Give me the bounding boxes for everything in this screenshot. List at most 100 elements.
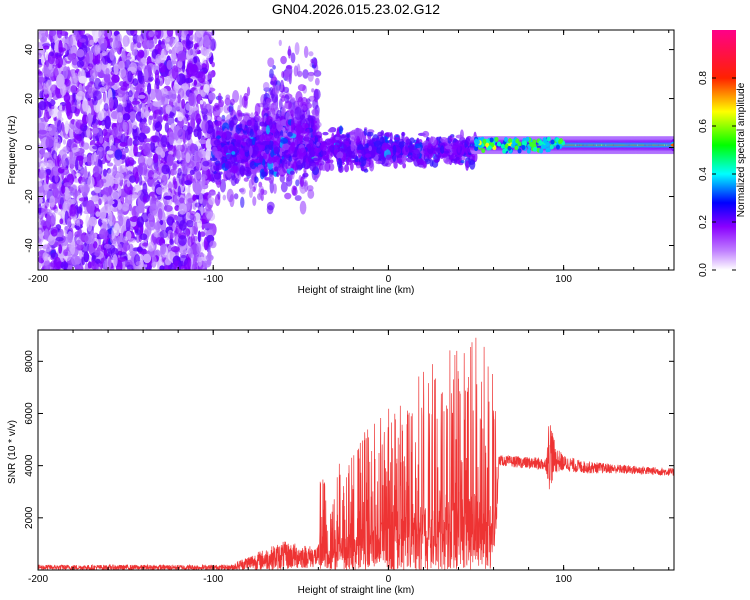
spectrogram-point [74, 108, 80, 115]
spectrogram-point [106, 162, 114, 167]
spectrogram-point [135, 85, 140, 95]
spectrogram-point [202, 160, 210, 167]
spectrogram-point [206, 211, 216, 222]
spectrogram-point [308, 51, 314, 57]
spectrogram-point [64, 225, 69, 231]
spectrogram-point [252, 196, 257, 207]
spectrogram-point [274, 166, 279, 172]
spectrogram-point [93, 77, 102, 90]
spectrogram-point [340, 134, 347, 139]
spectrogram-point [179, 220, 187, 231]
spectrogram-point [45, 208, 51, 215]
spectrogram-point [106, 174, 115, 186]
spectrogram-point [192, 194, 197, 202]
spectrogram-point [173, 105, 180, 111]
spectrogram-point [229, 119, 234, 128]
spectrogram-point [375, 160, 383, 165]
spectrogram-point [327, 128, 335, 133]
spectrogram-point [114, 149, 123, 160]
spectrogram-point [202, 199, 210, 205]
spectrogram-point [215, 130, 221, 135]
spectrogram-point [132, 121, 138, 130]
spectrogram-point [95, 211, 101, 217]
spectrogram-point [38, 182, 43, 187]
spectrogram-point [104, 258, 108, 270]
spectrogram-point [63, 182, 72, 187]
spectrogram-point [201, 119, 209, 134]
spectrogram-point [306, 100, 310, 109]
spectrogram-point [288, 146, 295, 154]
spectrogram-point [126, 30, 135, 36]
spectrogram-point [76, 155, 84, 161]
spectrogram-point [128, 62, 138, 74]
spectrogram-point [161, 164, 170, 175]
spectrogram-point [120, 133, 126, 145]
spectrogram-point [287, 131, 293, 137]
spectrogram-point [62, 139, 67, 145]
spectrogram-point [73, 135, 83, 144]
spectrogram-point [123, 146, 129, 154]
spectrogram-point [142, 49, 148, 59]
spectrogram-point [213, 116, 218, 121]
spectrogram-point [157, 208, 163, 221]
spectrogram-point [159, 265, 165, 270]
spectrogram-point [322, 154, 330, 161]
spectrogram-point [137, 94, 146, 99]
spectrogram-point [91, 254, 97, 261]
spectrogram-point [104, 243, 112, 249]
spectrogram-point [124, 55, 132, 61]
spectrogram-point [147, 169, 155, 180]
spectrogram-point [50, 228, 58, 237]
spectrogram-point [95, 62, 102, 73]
spectrogram-point [76, 60, 85, 68]
spectrogram-point [57, 110, 62, 120]
spectrogram-point [103, 168, 107, 177]
spectrogram-point [94, 44, 101, 55]
spectrogram-point [303, 181, 308, 187]
spectrogram-point [138, 145, 143, 151]
spectrogram-point [240, 187, 246, 195]
spectrogram-point [111, 74, 120, 83]
spectrogram-point [59, 104, 63, 111]
spectrogram-point [328, 159, 334, 164]
spectrogram-point [381, 157, 390, 167]
spectrogram-point [309, 160, 317, 172]
spectrogram-point [60, 261, 69, 270]
spectrogram-point [314, 147, 322, 153]
spectrogram-point [83, 165, 88, 179]
spectrogram-point [177, 112, 184, 122]
spectrogram-point [215, 151, 223, 159]
spectrogram-point [152, 110, 157, 120]
spectrogram-point [199, 192, 204, 204]
spectrogram-point [187, 247, 193, 259]
spectrogram-point [91, 195, 99, 202]
spectrogram-point [57, 232, 64, 237]
spectrogram-point [292, 186, 298, 191]
spectrogram-point [113, 63, 119, 76]
spectrogram-point [59, 218, 64, 225]
spectrogram-point [125, 218, 131, 233]
spectrogram-point [150, 135, 158, 143]
spectrogram-point [253, 176, 259, 184]
spectrogram-point [229, 194, 235, 208]
spectrogram-point [394, 137, 401, 141]
spectrogram-point [118, 60, 125, 71]
spectrogram-point [299, 200, 307, 215]
spectrogram-point [144, 138, 152, 143]
spectrogram-points [38, 30, 674, 270]
spectrogram-point [181, 59, 186, 73]
spectrogram-point [76, 206, 83, 214]
spectrogram-point [59, 31, 69, 37]
spectrogram-point [392, 144, 397, 156]
spectrogram-point [329, 163, 335, 172]
spectrogram-point [231, 151, 236, 155]
spectrogram-point [412, 148, 421, 160]
spectrogram-point [416, 158, 425, 166]
spectrogram-point [147, 76, 154, 82]
spectrogram-point [45, 173, 50, 185]
spectrogram-point [172, 176, 177, 185]
spectrogram-point [53, 256, 62, 270]
spectrogram-point [140, 109, 145, 119]
spectrogram-point [215, 105, 220, 110]
spectrogram-point [303, 167, 307, 173]
